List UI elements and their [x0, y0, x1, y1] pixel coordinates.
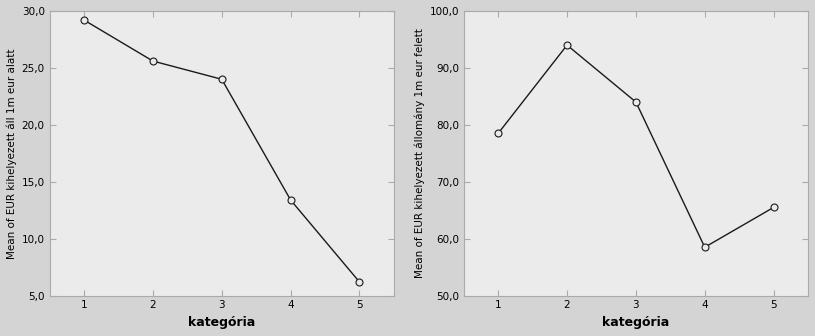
X-axis label: kategória: kategória: [602, 316, 670, 329]
Y-axis label: Mean of EUR kihelyezett áll 1m eur alatt: Mean of EUR kihelyezett áll 1m eur alatt: [7, 48, 17, 258]
X-axis label: kategória: kategória: [188, 316, 255, 329]
Y-axis label: Mean of EUR kihelyezett állomány 1m eur felett: Mean of EUR kihelyezett állomány 1m eur …: [415, 28, 425, 278]
